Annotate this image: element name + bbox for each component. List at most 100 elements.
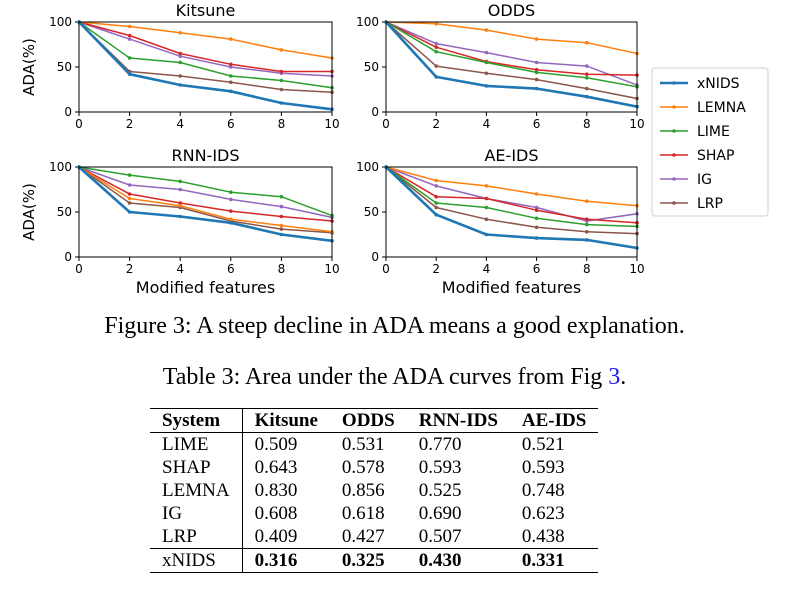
series-line-shap bbox=[385, 166, 638, 224]
x-tick-label: 4 bbox=[483, 117, 491, 131]
cell-value: 0.690 bbox=[418, 503, 462, 524]
y-tick-label: 50 bbox=[364, 60, 379, 74]
data-point-lime bbox=[534, 216, 539, 221]
data-point-lemna bbox=[434, 178, 439, 183]
cell-value: 0.430 bbox=[406, 548, 510, 573]
x-tick-label: 0 bbox=[382, 117, 390, 131]
cell-value: 0.830 bbox=[254, 480, 298, 501]
y-tick-label: 100 bbox=[49, 15, 72, 29]
row-system: LEMNA bbox=[150, 479, 243, 502]
data-point-lime bbox=[229, 74, 233, 78]
cell-value: 0.770 bbox=[418, 434, 462, 455]
legend-label-xnids: xNIDS bbox=[697, 76, 740, 92]
data-point-xnids bbox=[484, 232, 489, 237]
row-system: LRP bbox=[150, 525, 243, 549]
data-point-lrp bbox=[279, 227, 284, 231]
data-point-shap bbox=[229, 62, 233, 67]
data-point-shap bbox=[484, 196, 489, 201]
series-line-lrp bbox=[385, 166, 638, 235]
series-line-shap bbox=[385, 21, 638, 76]
data-point-shap bbox=[585, 217, 589, 221]
table-caption-suffix: . bbox=[620, 364, 627, 390]
series-line-lemna bbox=[78, 166, 333, 233]
data-point-lrp bbox=[229, 80, 233, 85]
x-tick-label: 8 bbox=[278, 262, 286, 276]
x-tick-label: 10 bbox=[324, 117, 339, 131]
x-tick-label: 6 bbox=[533, 262, 541, 276]
cell-value: 0.316 bbox=[242, 548, 330, 573]
data-point-ig bbox=[534, 60, 539, 65]
data-point-lime bbox=[229, 190, 233, 194]
data-point-ig bbox=[229, 197, 233, 202]
y-tick-label: 50 bbox=[364, 205, 379, 219]
plot-frame bbox=[385, 166, 638, 258]
cell-value: 0.608 bbox=[254, 503, 298, 524]
data-point-lemna bbox=[585, 199, 589, 203]
data-point-lemna bbox=[484, 28, 489, 32]
data-point-ig bbox=[585, 64, 589, 68]
cell-value: 0.521 bbox=[521, 434, 565, 455]
cell-value: 0.623 bbox=[521, 503, 565, 524]
x-tick-label: 2 bbox=[126, 117, 134, 131]
panel-title-kitsune: Kitsune bbox=[176, 1, 236, 20]
data-point-xnids bbox=[434, 212, 439, 217]
data-point-lrp bbox=[484, 217, 489, 221]
data-point-shap bbox=[178, 201, 182, 205]
cell-value: 0.531 bbox=[341, 434, 385, 455]
series-line-lime bbox=[385, 166, 638, 228]
data-point-lemna bbox=[229, 37, 233, 41]
figure-reference-link[interactable]: 3 bbox=[608, 364, 621, 390]
cell-value: 0.618 bbox=[341, 503, 385, 524]
table-row: LIME 0.509 0.531 0.770 0.521 bbox=[150, 432, 598, 456]
cell-value: 0.578 bbox=[341, 457, 385, 478]
data-point-lrp bbox=[127, 201, 132, 205]
legend-label-ig: IG bbox=[697, 172, 712, 188]
y-axis-label: ADA(%) bbox=[20, 183, 38, 241]
data-point-ig bbox=[127, 183, 132, 187]
series-line-lime bbox=[78, 21, 333, 89]
plot-frame bbox=[385, 21, 638, 113]
data-point-lrp bbox=[434, 64, 439, 68]
x-tick-label: 8 bbox=[278, 117, 286, 131]
x-tick-label: 2 bbox=[432, 262, 440, 276]
data-point-shap bbox=[434, 45, 439, 49]
cell-value: 0.507 bbox=[418, 526, 462, 547]
y-tick-label: 100 bbox=[49, 160, 72, 174]
y-tick-label: 100 bbox=[356, 15, 379, 29]
data-point-lemna bbox=[585, 40, 589, 45]
data-point-xnids bbox=[279, 232, 284, 237]
series-line-ig bbox=[78, 21, 333, 77]
header-ae-ids: AE-IDS bbox=[509, 408, 599, 433]
cell-value: 0.593 bbox=[418, 457, 462, 478]
data-point-xnids bbox=[585, 94, 589, 99]
plot-frame bbox=[78, 166, 333, 258]
panel-title-odds: ODDS bbox=[488, 1, 535, 20]
data-point-shap bbox=[127, 192, 132, 196]
data-point-lime bbox=[585, 222, 589, 227]
series-line-ig bbox=[78, 166, 333, 219]
data-point-lrp bbox=[178, 74, 182, 78]
data-point-xnids bbox=[279, 101, 284, 105]
data-point-lemna bbox=[127, 196, 132, 201]
data-point-lime bbox=[127, 56, 132, 60]
data-point-xnids bbox=[229, 89, 233, 94]
cell-value: 0.643 bbox=[254, 457, 298, 478]
data-point-ig bbox=[178, 54, 182, 58]
plot-frame bbox=[78, 21, 333, 113]
data-point-lemna bbox=[534, 37, 539, 41]
series-line-lemna bbox=[385, 21, 638, 55]
data-point-shap bbox=[279, 214, 284, 219]
data-point-xnids bbox=[534, 236, 539, 240]
data-point-lemna bbox=[178, 203, 182, 208]
series-line-lemna bbox=[385, 166, 638, 207]
table-row: IG 0.608 0.618 0.690 0.623 bbox=[150, 502, 598, 525]
data-point-shap bbox=[279, 69, 284, 74]
data-point-lemna bbox=[127, 24, 132, 29]
x-tick-label: 4 bbox=[176, 117, 184, 131]
series-line-shap bbox=[78, 21, 332, 73]
panel-title-ae-ids: AE-IDS bbox=[484, 146, 538, 165]
series-line-lime bbox=[385, 21, 638, 88]
data-point-lime bbox=[178, 179, 182, 184]
x-tick-label: 4 bbox=[176, 262, 184, 276]
